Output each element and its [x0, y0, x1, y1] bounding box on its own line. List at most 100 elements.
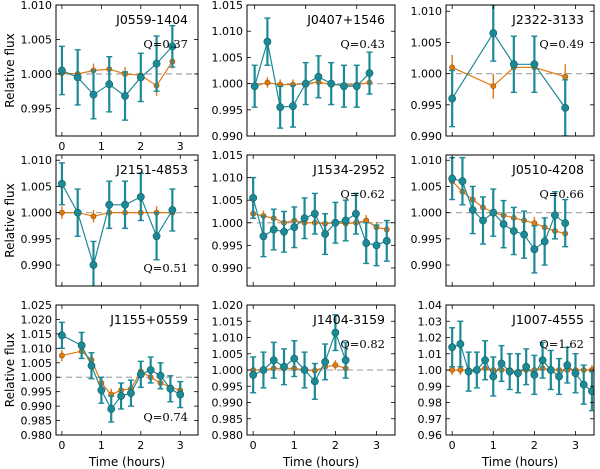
y-tick-label: 0.995: [21, 386, 53, 399]
y-tick-label: 0.995: [212, 239, 244, 252]
data-point: [276, 103, 285, 112]
x-tick-label: 1: [291, 439, 298, 452]
data-point: [176, 390, 185, 399]
data-point: [530, 60, 539, 69]
y-tick-label: 1.00: [418, 364, 443, 377]
data-point: [89, 261, 98, 269]
plot-area: [249, 176, 391, 267]
data-point: [264, 79, 271, 86]
q-value-label: Q=0.49: [539, 37, 584, 51]
x-tick-label: 0: [250, 439, 257, 452]
q-value-label: Q=0.51: [143, 261, 188, 275]
data-point: [59, 352, 65, 359]
data-point: [105, 80, 114, 89]
panel-frame: [445, 4, 595, 137]
x-axis: [451, 155, 576, 286]
series-line: [254, 81, 370, 87]
x-tick-label: 2: [531, 439, 538, 452]
y-tick-label: 0.995: [411, 99, 443, 112]
x-tick-label: 2: [332, 439, 339, 452]
data-point: [563, 361, 572, 370]
y-tick-label: 1.010: [21, 0, 53, 12]
data-point: [289, 102, 297, 111]
data-point: [58, 331, 66, 340]
data-point: [331, 328, 340, 337]
data-point: [136, 73, 145, 82]
y-tick-label: 1.04: [418, 299, 443, 312]
series-line: [451, 343, 593, 392]
y-tick-label: 1.000: [212, 217, 244, 230]
series-line: [253, 364, 346, 372]
y-axis: 1.015 1.010 1.005 1.000 0.995 0.990: [212, 0, 395, 143]
q-value-label: Q=0.74: [143, 410, 188, 424]
panel-title: J1534-2952: [312, 162, 385, 177]
data-point: [73, 73, 82, 82]
y-axis-label: Relative flux: [3, 333, 17, 407]
data-point: [468, 206, 477, 214]
data-point: [514, 369, 522, 378]
data-point: [509, 60, 518, 69]
panel-frame: [246, 4, 396, 137]
data-point: [152, 59, 161, 68]
panel-title: J2322-3133: [511, 12, 584, 27]
data-point: [280, 362, 288, 371]
panel-j1534-2952: 1.015 1.010 1.005 1.000 0.995 0.990 J1534-2952…: [212, 149, 396, 287]
data-point: [352, 82, 361, 91]
data-point: [332, 362, 339, 369]
data-point: [136, 193, 145, 201]
y-axis-label: Relative flux: [3, 183, 17, 257]
y-tick-label: 0.995: [212, 380, 244, 393]
panel-j0407+1546: 1.015 1.010 1.005 1.000 0.995 0.990 J0407+1546…: [212, 0, 396, 143]
plot-area: [249, 314, 350, 400]
y-axis: 1.010 1.005 1.000 0.995 0.990: [21, 154, 198, 272]
x-tick-label: 3: [572, 439, 579, 452]
y-tick-label: 0.995: [212, 104, 244, 117]
y-tick-label: 1.020: [21, 313, 53, 326]
x-axis: 0 1 2 3: [250, 305, 380, 452]
y-tick-label: 1.010: [212, 172, 244, 185]
data-point: [327, 79, 336, 88]
y-tick-label: 0.980: [212, 429, 244, 442]
x-axis: [252, 155, 377, 286]
data-point: [538, 356, 547, 365]
y-tick-label: 0.990: [411, 259, 443, 272]
y-tick-label: 0.995: [411, 233, 443, 246]
panel-title: J2151-4853: [115, 162, 188, 177]
y-tick-label: 1.02: [418, 332, 443, 345]
plot-area: [448, 5, 570, 136]
data-point: [352, 209, 360, 218]
y-tick-label: 1.000: [411, 68, 443, 81]
y-tick-label: 1.015: [212, 0, 244, 12]
data-point: [588, 387, 594, 396]
x-tick-label: 0: [58, 439, 65, 452]
y-tick-label: 0.990: [411, 130, 443, 143]
data-point: [121, 92, 129, 100]
data-point: [166, 384, 175, 393]
data-point: [340, 82, 348, 91]
panel-frame: [55, 304, 199, 436]
plot-area: [58, 321, 185, 423]
data-point: [259, 232, 268, 241]
y-tick-label: 1.000: [21, 371, 53, 384]
series-observed: [448, 156, 570, 274]
data-point: [458, 177, 467, 186]
data-point: [505, 367, 514, 376]
data-point: [571, 369, 580, 378]
data-point: [250, 82, 259, 91]
data-point: [561, 219, 570, 228]
y-tick-label: 1.005: [411, 36, 443, 49]
y-tick-label: 1.010: [212, 332, 244, 345]
y-tick-label: 1.010: [411, 154, 443, 167]
y-tick-label: 1.015: [21, 328, 53, 341]
data-point: [280, 227, 288, 236]
x-tick-label: 1: [98, 439, 105, 452]
data-point: [249, 370, 258, 379]
y-axis-label: Relative flux: [3, 33, 17, 107]
panel-j2322-3133: 1.010 1.005 1.000 0.995 0.990 J2322-3133 Q=0.4…: [411, 4, 595, 143]
data-point: [117, 392, 125, 400]
panel-j2151-4853: 1.010 1.005 1.000 0.995 0.990 J2151-4853 Q=0.5…: [3, 154, 199, 287]
series-line: [254, 41, 370, 108]
data-point: [301, 79, 310, 88]
